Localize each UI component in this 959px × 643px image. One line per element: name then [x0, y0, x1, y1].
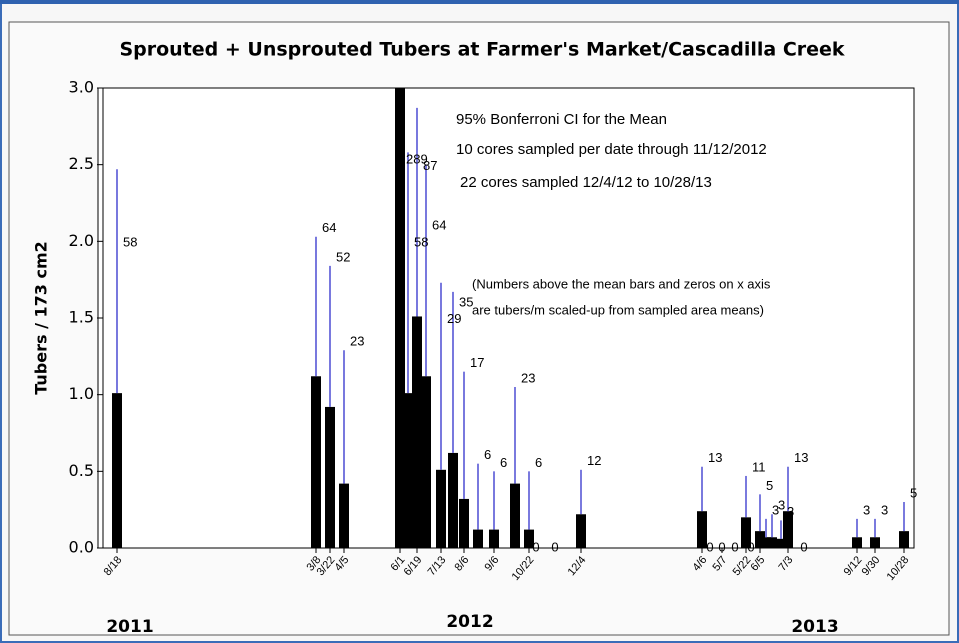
bar-label: 3 [881, 502, 888, 517]
annotation: 22 cores sampled 12/4/12 to 10/28/13 [460, 174, 712, 191]
plot-area [97, 87, 915, 549]
bar [412, 316, 422, 548]
bar-label: 13 [708, 450, 722, 465]
y-tick-label: 1.0 [69, 384, 94, 403]
annotation: are tubers/m scaled-up from sampled area… [472, 302, 764, 317]
bar-label: 23 [521, 370, 535, 385]
bar-label: 17 [470, 355, 484, 370]
bar-label: 52 [336, 249, 350, 264]
bar [510, 483, 520, 548]
y-tick-label: 2.5 [69, 154, 94, 173]
bar-label: 289 [406, 151, 428, 166]
y-axis-label: Tubers / 173 cm2 [32, 241, 51, 395]
zero-label: 0 [706, 539, 713, 554]
annotation: 10 cores sampled per date through 11/12/… [456, 141, 767, 158]
bar [112, 393, 122, 548]
bar [755, 531, 765, 548]
zero-label: 0 [731, 539, 738, 554]
zero-label: 0 [532, 539, 539, 554]
bar [697, 511, 707, 548]
bar-label: 5 [910, 485, 917, 500]
bar [311, 376, 321, 548]
y-tick-label: 3.0 [69, 78, 94, 97]
bar-label: 64 [432, 218, 446, 233]
bar-label: 29 [447, 311, 461, 326]
bar [576, 514, 586, 548]
bar [436, 469, 446, 548]
bar [870, 537, 880, 548]
bar [899, 531, 909, 548]
top-band [0, 0, 959, 4]
bar-label: 11 [752, 459, 766, 474]
bar-label: 3 [772, 502, 779, 517]
bar [395, 88, 405, 548]
bar [524, 529, 534, 548]
bar [339, 483, 349, 548]
bar [325, 406, 335, 548]
chart-title: Sprouted + Unsprouted Tubers at Farmer's… [119, 39, 844, 61]
bar-label: 6 [484, 447, 491, 462]
year-label: 2011 [106, 617, 153, 637]
bar-label: 87 [423, 158, 437, 173]
bar [767, 537, 777, 548]
y-tick-label: 0.5 [69, 461, 94, 480]
bar-label: 12 [587, 453, 601, 468]
y-tick-label: 0.0 [69, 538, 94, 557]
y-tick-label: 2.0 [69, 231, 94, 250]
bar-label: 35 [459, 294, 473, 309]
annotation: (Numbers above the mean bars and zeros o… [472, 276, 771, 291]
bar [761, 537, 771, 548]
year-label: 2013 [791, 617, 838, 637]
zero-label: 0 [718, 539, 725, 554]
zero-label: 0 [551, 539, 558, 554]
bar [448, 452, 458, 548]
bar-label: 58 [414, 235, 428, 250]
bar-label: 3 [787, 504, 794, 519]
bar-label: 6 [500, 455, 507, 470]
zero-label: 0 [800, 539, 807, 554]
bar [783, 511, 793, 548]
bar-label: 23 [350, 334, 364, 349]
bar-label: 3 [778, 498, 785, 513]
bar [776, 538, 786, 548]
bar [403, 393, 413, 548]
bar-label: 58 [123, 235, 137, 250]
bar [473, 529, 483, 548]
bar [741, 517, 751, 548]
bar-label: 3 [863, 502, 870, 517]
bar-label: 64 [322, 220, 336, 235]
bar-label: 13 [794, 450, 808, 465]
plot-marks [112, 88, 909, 548]
bar [459, 498, 469, 548]
bar [852, 537, 862, 548]
bar [489, 529, 499, 548]
year-label: 2012 [446, 612, 493, 632]
zero-label: 0 [747, 539, 754, 554]
annotation: 95% Bonferroni CI for the Mean [456, 111, 667, 128]
bar-label: 6 [535, 455, 542, 470]
bar-label: 5 [766, 478, 773, 493]
bar [421, 376, 431, 548]
y-tick-label: 1.5 [69, 308, 94, 327]
